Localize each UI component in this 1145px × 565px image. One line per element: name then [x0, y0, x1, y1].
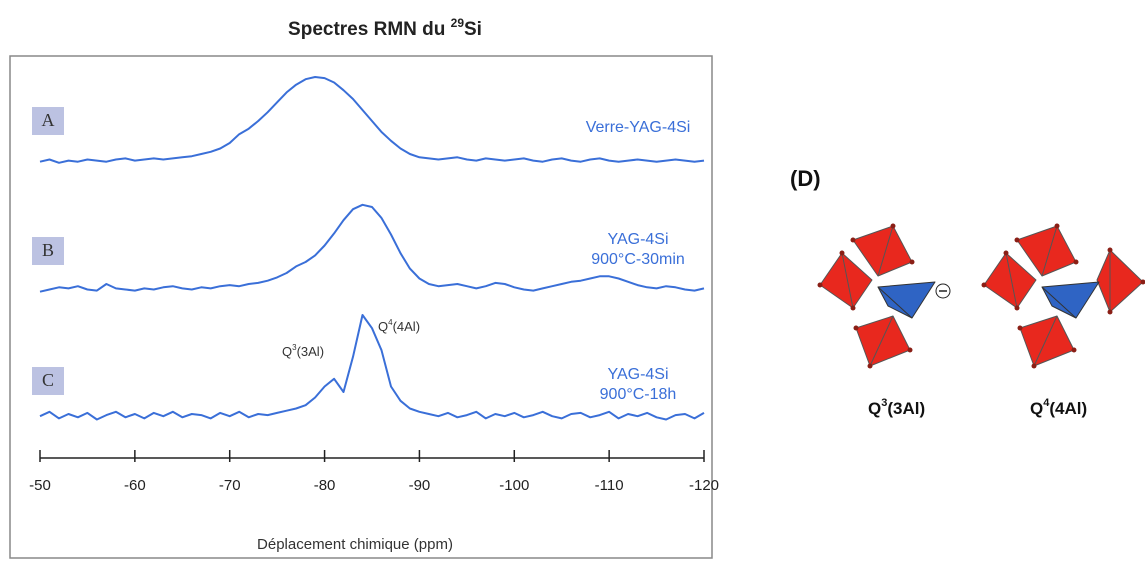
title-rest: Si — [464, 19, 482, 40]
x-axis-label: Déplacement chimique (ppm) — [257, 536, 453, 553]
series-label: YAG-4Si — [607, 366, 668, 383]
title-sup: 29 — [451, 16, 465, 30]
x-tick-label: -70 — [219, 477, 241, 494]
x-tick-label: -100 — [499, 477, 529, 494]
annotation: Q3(3Al) — [282, 343, 324, 359]
series-label: YAG-4Si — [607, 231, 668, 248]
panel-label: A — [42, 110, 55, 130]
diagram-label: (D) — [790, 166, 821, 191]
struct-base: Q — [868, 399, 881, 418]
structure-label: Q4(4Al) — [1030, 397, 1087, 419]
q4-structure — [982, 224, 1145, 369]
q3-structure — [818, 224, 951, 369]
series-label: 900°C-18h — [600, 386, 677, 403]
structure-label: Q3(3Al) — [868, 397, 925, 419]
series-label: Verre-YAG-4Si — [586, 119, 691, 136]
chart-title: Spectres RMN du 29Si — [288, 16, 482, 40]
struct-rest: (3Al) — [887, 399, 925, 418]
x-tick-label: -50 — [29, 477, 51, 494]
x-tick-label: -60 — [124, 477, 146, 494]
struct-rest: (4Al) — [1049, 399, 1087, 418]
series-label: 900°C-30min — [591, 251, 685, 268]
struct-base: Q — [1030, 399, 1043, 418]
x-tick-label: -120 — [689, 477, 719, 494]
spectrum — [40, 315, 704, 420]
ann-rest: (4Al) — [393, 319, 420, 334]
annotation: Q4(4Al) — [378, 318, 420, 334]
x-tick-label: -90 — [409, 477, 431, 494]
ann-base: Q — [282, 344, 292, 359]
x-tick-label: -110 — [595, 477, 624, 494]
x-tick-label: -80 — [314, 477, 336, 494]
panel-label: B — [42, 240, 54, 260]
ann-base: Q — [378, 319, 388, 334]
spectrum — [40, 205, 704, 292]
panel-label: C — [42, 370, 54, 390]
ann-rest: (3Al) — [297, 344, 324, 359]
title-text: Spectres RMN du — [288, 19, 451, 40]
